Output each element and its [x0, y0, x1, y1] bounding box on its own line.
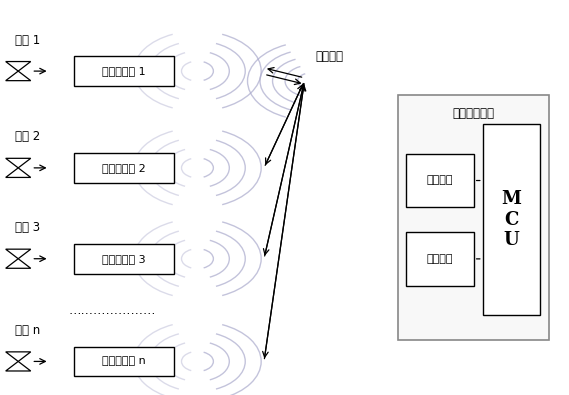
Bar — [74, 153, 174, 182]
Text: 接头 1: 接头 1 — [15, 34, 40, 47]
Text: 接头 n: 接头 n — [15, 324, 40, 337]
Text: 接头 2: 接头 2 — [15, 130, 40, 143]
Text: M
C
U: M C U — [501, 190, 521, 250]
Bar — [406, 154, 473, 207]
Text: 磁感应模块 n: 磁感应模块 n — [102, 356, 146, 367]
Polygon shape — [6, 352, 31, 361]
Polygon shape — [6, 71, 31, 81]
Bar — [398, 95, 549, 340]
Text: 接收模块: 接收模块 — [427, 254, 453, 264]
Polygon shape — [6, 259, 31, 268]
Polygon shape — [6, 249, 31, 259]
Text: 发射模块: 发射模块 — [427, 175, 453, 186]
Polygon shape — [6, 158, 31, 168]
Polygon shape — [6, 168, 31, 177]
Polygon shape — [6, 62, 31, 71]
Bar — [74, 244, 174, 273]
Text: …………………: ………………… — [68, 304, 156, 316]
Text: 查询信号: 查询信号 — [316, 50, 344, 63]
Polygon shape — [6, 361, 31, 371]
Text: 温度读取设备: 温度读取设备 — [453, 107, 494, 120]
Bar — [483, 124, 540, 315]
Text: 磁感应模块 3: 磁感应模块 3 — [102, 254, 146, 264]
Bar — [406, 232, 473, 286]
Bar — [74, 56, 174, 86]
Text: 磁感应模块 1: 磁感应模块 1 — [102, 66, 146, 76]
Text: 接头 3: 接头 3 — [15, 221, 40, 234]
Text: 磁感应模块 2: 磁感应模块 2 — [102, 163, 146, 173]
Bar — [74, 347, 174, 376]
